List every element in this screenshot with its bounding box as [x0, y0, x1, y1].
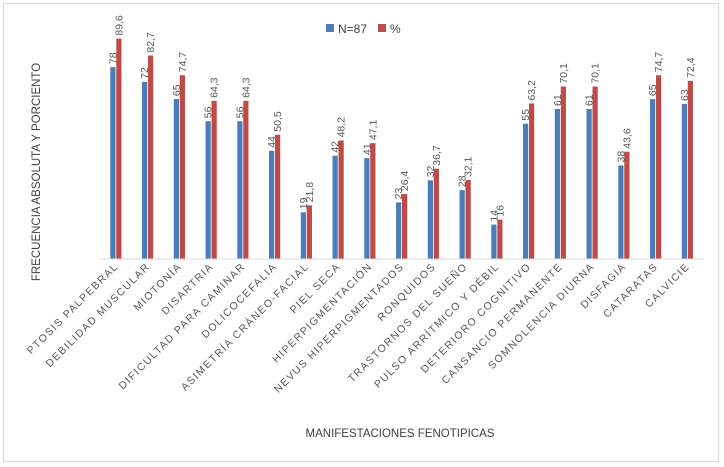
bar-percent-11	[465, 180, 471, 259]
bar-n87-4	[237, 121, 243, 260]
category-label-17: CATARATAS	[601, 261, 661, 321]
data-label-percent-16: 43,6	[621, 128, 633, 149]
data-label-n87-16: 38	[615, 151, 627, 163]
bar-n87-7	[332, 155, 338, 259]
legend-swatch-n87	[326, 24, 334, 32]
bar-percent-3	[211, 100, 217, 259]
data-label-percent-14: 70,1	[558, 63, 570, 84]
bar-n87-15	[586, 108, 592, 259]
data-label-percent-8: 47,1	[367, 120, 379, 141]
bar-n87-1	[142, 81, 148, 259]
bar-n87-12	[491, 224, 497, 259]
bar-n87-5	[269, 150, 275, 259]
bar-n87-16	[618, 165, 624, 259]
data-label-percent-18: 72,4	[685, 57, 697, 78]
data-labels-layer: 78 89,6 72 82,7 65 74,7 56 64,3 56 64,3 44 50,5 1921…	[107, 15, 697, 222]
bar-percent-13	[529, 103, 535, 259]
bar-percent-2	[179, 75, 185, 260]
data-label-percent-1: 82,7	[145, 32, 157, 53]
data-label-n87-3: 56	[203, 106, 215, 118]
data-label-n87-8: 41	[361, 143, 373, 155]
legend-label-n87: N=87	[338, 22, 367, 36]
bar-percent-14	[560, 86, 566, 259]
bar-n87-13	[523, 123, 529, 259]
data-label-percent-10: 36,7	[431, 145, 443, 166]
legend-swatch-percent	[378, 24, 386, 32]
bar-n87-8	[364, 158, 370, 259]
x-axis-title: MANIFESTACIONES FENOTIPICAS	[306, 428, 495, 440]
bar-n87-0	[110, 67, 116, 260]
data-label-n87-13: 55	[520, 109, 532, 121]
chart-area	[3, 3, 719, 462]
bar-percent-17	[656, 75, 662, 260]
data-label-percent-9: 26,4	[399, 170, 411, 191]
bar-percent-12	[497, 219, 503, 259]
data-label-percent-17: 74,7	[653, 52, 665, 73]
data-label-n87-10: 32	[425, 165, 437, 177]
bar-n87-2	[173, 99, 179, 259]
data-label-n87-7: 42	[330, 141, 342, 153]
bar-n87-11	[459, 190, 465, 259]
y-axis-title: FRECUENCIA ABSOLUTA Y PORCIENTO	[31, 63, 43, 281]
legend-label-percent: %	[390, 22, 401, 36]
bar-n87-9	[396, 202, 402, 259]
data-label-n87-6: 19	[298, 197, 310, 209]
bars-layer	[110, 38, 693, 260]
data-label-percent-13: 63,2	[526, 80, 538, 101]
data-label-n87-12: 14	[488, 210, 500, 222]
bar-n87-10	[427, 180, 433, 259]
data-label-percent-3: 64,3	[209, 77, 221, 98]
bar-percent-10	[433, 168, 439, 259]
data-label-n87-1: 72	[139, 67, 151, 79]
data-label-percent-11: 32,1	[463, 156, 475, 177]
data-label-percent-7: 48,2	[336, 117, 348, 138]
bar-n87-3	[205, 121, 211, 260]
data-label-percent-0: 89,6	[113, 15, 125, 36]
data-label-n87-0: 78	[107, 52, 119, 64]
data-label-percent-12: 16	[494, 205, 506, 217]
data-label-n87-9: 23	[393, 188, 405, 200]
data-label-percent-4: 64,3	[240, 77, 252, 98]
data-label-n87-11: 28	[457, 175, 469, 187]
data-label-n87-2: 65	[171, 84, 183, 96]
data-label-percent-6: 21,8	[304, 182, 316, 203]
bar-percent-7	[338, 140, 344, 259]
bar-percent-0	[116, 38, 122, 259]
bar-percent-4	[243, 100, 249, 259]
legend: N=87 %	[326, 22, 401, 36]
bar-percent-8	[370, 143, 376, 259]
data-label-n87-18: 63	[679, 89, 691, 101]
bar-percent-15	[592, 86, 598, 259]
bar-n87-14	[554, 108, 560, 259]
data-label-percent-5: 50,5	[272, 111, 284, 132]
data-label-n87-15: 61	[584, 94, 596, 106]
data-label-percent-2: 74,7	[177, 52, 189, 73]
bar-percent-9	[402, 194, 408, 259]
data-label-n87-5: 44	[266, 136, 278, 148]
data-label-percent-15: 70,1	[590, 63, 602, 84]
bar-percent-6	[306, 205, 312, 259]
bar-n87-6	[300, 212, 306, 259]
bar-percent-5	[275, 134, 281, 259]
bar-n87-18	[681, 104, 687, 260]
bar-percent-18	[687, 80, 693, 260]
data-label-n87-4: 56	[234, 106, 246, 118]
bar-percent-1	[148, 55, 154, 260]
bar-percent-16	[624, 151, 630, 259]
data-label-n87-14: 61	[552, 94, 564, 106]
bar-n87-17	[650, 99, 656, 259]
data-label-n87-17: 65	[647, 84, 659, 96]
